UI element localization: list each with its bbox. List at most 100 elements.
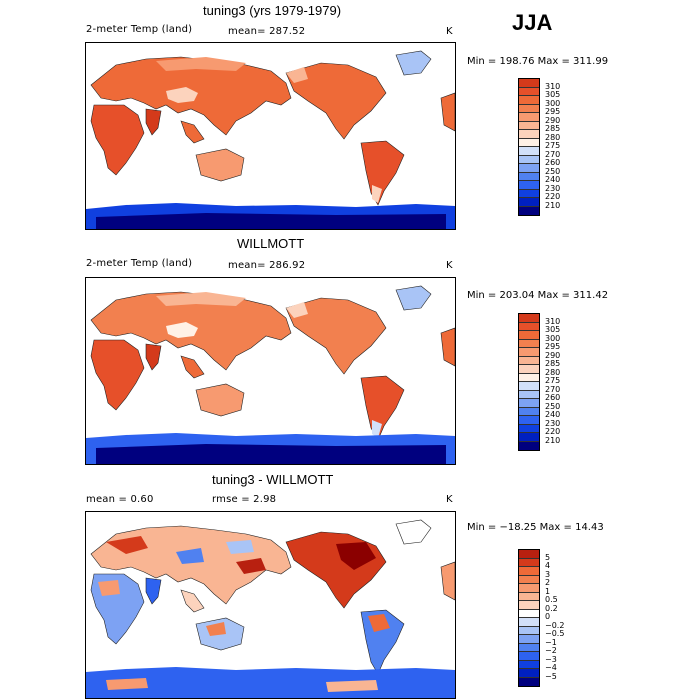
panel1-antarctica-interior (96, 213, 446, 229)
colorbar-swatch (519, 314, 539, 323)
colorbar-label: 305 (545, 325, 561, 334)
colorbar-label: 285 (545, 359, 561, 368)
panel3-north-america-hot (336, 542, 376, 570)
panel1-africa (90, 104, 145, 176)
panel3-africa-warm (98, 580, 120, 596)
colorbar-label: −5 (545, 671, 557, 681)
colorbar-swatch (519, 609, 539, 618)
panel2-minmax: Min = 203.04 Max = 311.42 (467, 290, 609, 301)
colorbar-label: −0.2 (545, 620, 565, 630)
panel2-seasia (180, 355, 205, 379)
colorbar-swatch (519, 416, 539, 425)
panel3-land (86, 519, 455, 698)
colorbar-label: 1 (545, 586, 551, 596)
colorbar-label: 210 (545, 435, 561, 445)
colorbar-swatch (519, 348, 539, 357)
colorbar-label: 230 (545, 418, 561, 428)
colorbar-label: 270 (545, 384, 561, 394)
colorbar-label: −0.5 (545, 629, 565, 638)
colorbar-swatch (519, 164, 539, 173)
colorbar-label: 300 (545, 333, 561, 343)
panel1-minmax: Min = 198.76 Max = 311.99 (467, 56, 609, 67)
panel3-map-svg (86, 519, 455, 698)
colorbar-swatch (519, 206, 539, 215)
colorbar-label: 0 (545, 612, 551, 621)
colorbar-swatch (519, 172, 539, 181)
colorbar-swatch (519, 113, 539, 122)
colorbar-swatch (519, 660, 539, 669)
panel2-mean: mean= 286.92 (228, 260, 306, 271)
panel2-siberia-north (156, 292, 246, 306)
colorbar-swatch (519, 407, 539, 416)
panel3-title: tuning3 - WILLMOTT (212, 472, 334, 487)
colorbar-swatch (519, 550, 539, 559)
panel1-land (86, 50, 455, 229)
colorbar-swatch (519, 155, 539, 164)
colorbar-swatch (519, 441, 539, 450)
colorbar-label: 300 (545, 98, 561, 108)
panel1-europe-edge (440, 92, 455, 132)
colorbar-swatch (519, 331, 539, 340)
colorbar-label: 2 (545, 578, 551, 587)
panel1-north-america (285, 62, 387, 140)
colorbar-swatch (519, 601, 539, 610)
panel1-title: tuning3 (yrs 1979-1979) (203, 3, 342, 18)
panel3-india (145, 577, 162, 605)
panel2-europe-edge (440, 327, 455, 367)
colorbar-label: 5 (545, 552, 551, 562)
panel3-eurasia-cool1 (176, 548, 204, 564)
colorbar-swatch (519, 339, 539, 348)
panel3-australia-warm (206, 622, 226, 636)
panel3-rmse: rmse = 2.98 (212, 494, 277, 505)
panel2-india (145, 343, 162, 371)
panel1-units: K (446, 26, 453, 37)
panel1-siberia-north (156, 57, 246, 71)
panel3-eurasia-warm1 (106, 536, 148, 554)
colorbar-label: 295 (545, 342, 561, 351)
panel2-colorbar-box (518, 313, 540, 451)
colorbar-label: 290 (545, 350, 561, 360)
colorbar-swatch (519, 104, 539, 113)
panel2-south-america (360, 375, 405, 441)
panel3-units: K (446, 494, 453, 505)
panel3-south-america-warm (368, 614, 390, 632)
colorbar-label: 305 (545, 90, 561, 99)
panel1-alaska (286, 67, 308, 83)
season-label: JJA (512, 10, 553, 35)
panel2-units: K (446, 260, 453, 271)
panel2-variable: 2-meter Temp (land) (86, 258, 193, 269)
panel2-alaska (286, 302, 308, 318)
colorbar-swatch (519, 592, 539, 601)
colorbar-swatch (519, 96, 539, 105)
panel3-map (85, 511, 456, 699)
panel2-greenland (395, 285, 432, 311)
colorbar-label: 250 (545, 166, 561, 176)
colorbar-swatch (519, 365, 539, 374)
colorbar-label: 260 (545, 393, 561, 402)
colorbar-label: 240 (545, 175, 561, 184)
colorbar-swatch (519, 121, 539, 130)
panel1-map (85, 42, 456, 230)
colorbar-label: 275 (545, 141, 561, 150)
colorbar-swatch (519, 652, 539, 661)
colorbar-swatch (519, 558, 539, 567)
panel2-title: WILLMOTT (237, 236, 305, 251)
colorbar-label: −3 (545, 654, 557, 664)
colorbar-label: 280 (545, 132, 561, 142)
panel2-africa (90, 339, 145, 411)
colorbar-label: 3 (545, 569, 551, 579)
colorbar-label: 280 (545, 367, 561, 377)
panel1-variable: 2-meter Temp (land) (86, 24, 193, 35)
colorbar-label: 310 (545, 316, 561, 326)
panel3-minmax: Min = −18.25 Max = 14.43 (467, 522, 604, 533)
panel3-europe-edge (440, 561, 455, 601)
panel3-antarctica-warm2 (326, 680, 378, 692)
panel2-tibet (166, 322, 198, 338)
panel1-india (145, 108, 162, 136)
colorbar-swatch (519, 87, 539, 96)
colorbar-label: 0.5 (545, 595, 558, 604)
panel3-greenland (395, 519, 432, 545)
colorbar-swatch (519, 567, 539, 576)
colorbar-swatch (519, 575, 539, 584)
panel2-north-america (285, 297, 387, 375)
